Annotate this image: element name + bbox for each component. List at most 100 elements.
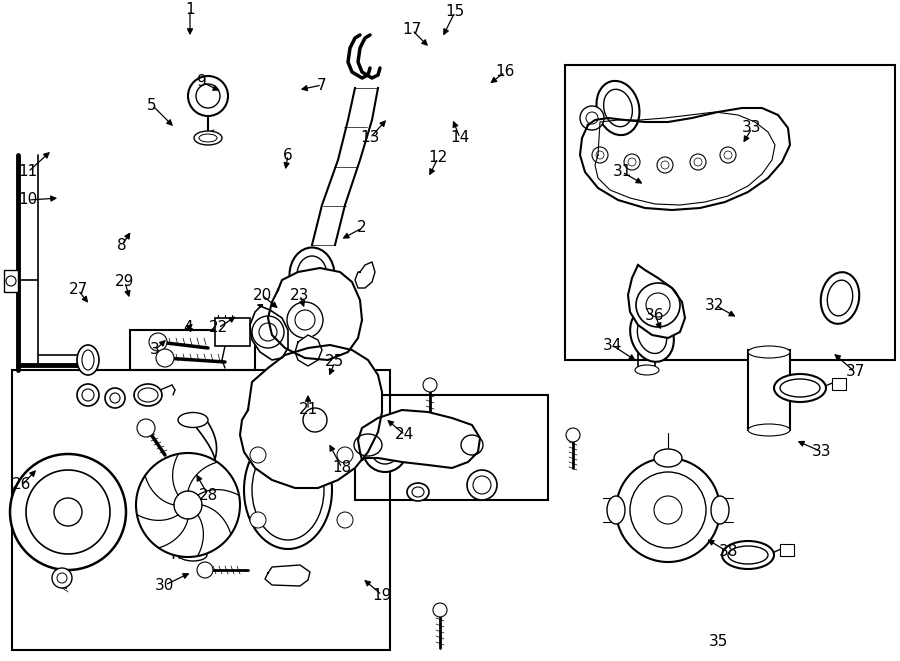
Ellipse shape bbox=[630, 308, 674, 362]
Bar bbox=[4, 270, 18, 292]
Text: 2: 2 bbox=[357, 221, 367, 235]
Ellipse shape bbox=[748, 346, 790, 358]
Circle shape bbox=[156, 349, 174, 367]
Circle shape bbox=[720, 147, 736, 163]
Circle shape bbox=[636, 283, 680, 327]
Circle shape bbox=[661, 161, 669, 169]
Circle shape bbox=[196, 84, 220, 108]
Polygon shape bbox=[268, 268, 362, 360]
Circle shape bbox=[54, 498, 82, 526]
Bar bbox=[832, 378, 846, 390]
Ellipse shape bbox=[722, 541, 774, 569]
Circle shape bbox=[596, 151, 604, 159]
Ellipse shape bbox=[134, 384, 162, 406]
Ellipse shape bbox=[728, 546, 768, 564]
Text: 20: 20 bbox=[252, 288, 272, 303]
Ellipse shape bbox=[780, 379, 820, 397]
Circle shape bbox=[57, 573, 67, 583]
Ellipse shape bbox=[297, 256, 327, 294]
Text: 38: 38 bbox=[718, 545, 738, 559]
Ellipse shape bbox=[607, 496, 625, 524]
Ellipse shape bbox=[637, 317, 667, 354]
Circle shape bbox=[188, 76, 228, 116]
Polygon shape bbox=[348, 35, 380, 78]
Text: 10: 10 bbox=[18, 192, 38, 208]
Text: 8: 8 bbox=[117, 237, 127, 253]
Ellipse shape bbox=[77, 384, 99, 406]
Text: 12: 12 bbox=[428, 151, 447, 165]
Ellipse shape bbox=[748, 424, 790, 436]
Bar bbox=[215, 318, 250, 346]
Ellipse shape bbox=[412, 487, 424, 497]
Circle shape bbox=[136, 453, 240, 557]
Ellipse shape bbox=[105, 388, 125, 408]
Text: 1: 1 bbox=[185, 3, 194, 17]
Ellipse shape bbox=[774, 374, 826, 402]
Circle shape bbox=[197, 562, 213, 578]
Circle shape bbox=[26, 470, 110, 554]
Ellipse shape bbox=[199, 134, 217, 142]
Text: 30: 30 bbox=[156, 578, 175, 592]
Polygon shape bbox=[312, 88, 378, 245]
Text: 36: 36 bbox=[645, 307, 665, 323]
Bar bbox=[130, 330, 255, 370]
Circle shape bbox=[52, 568, 72, 588]
Text: 22: 22 bbox=[209, 321, 228, 336]
Circle shape bbox=[624, 154, 640, 170]
Ellipse shape bbox=[138, 388, 158, 402]
Circle shape bbox=[580, 106, 604, 130]
Circle shape bbox=[326, 374, 338, 386]
Polygon shape bbox=[240, 345, 382, 488]
Ellipse shape bbox=[82, 389, 94, 401]
Circle shape bbox=[295, 310, 315, 330]
Text: 37: 37 bbox=[845, 364, 865, 379]
Ellipse shape bbox=[407, 483, 429, 501]
Circle shape bbox=[250, 512, 266, 528]
Text: 32: 32 bbox=[706, 297, 724, 313]
Text: 35: 35 bbox=[708, 635, 728, 650]
Text: 21: 21 bbox=[299, 403, 318, 418]
Ellipse shape bbox=[290, 247, 335, 303]
Text: 27: 27 bbox=[68, 282, 87, 297]
Text: 9: 9 bbox=[197, 75, 207, 89]
Circle shape bbox=[616, 458, 720, 562]
Text: 28: 28 bbox=[198, 488, 218, 502]
Text: 25: 25 bbox=[326, 354, 345, 369]
Text: 18: 18 bbox=[332, 461, 352, 475]
Bar bbox=[748, 350, 790, 430]
Ellipse shape bbox=[354, 434, 382, 456]
Circle shape bbox=[252, 316, 284, 348]
Text: 4: 4 bbox=[184, 321, 193, 336]
Bar bbox=[355, 395, 548, 500]
Circle shape bbox=[724, 151, 732, 159]
Circle shape bbox=[467, 470, 497, 500]
Circle shape bbox=[694, 158, 702, 166]
Text: 33: 33 bbox=[742, 120, 761, 136]
Circle shape bbox=[250, 447, 266, 463]
Circle shape bbox=[6, 276, 16, 286]
Polygon shape bbox=[295, 335, 322, 366]
Ellipse shape bbox=[194, 131, 222, 145]
Polygon shape bbox=[355, 262, 375, 288]
Ellipse shape bbox=[711, 496, 729, 524]
Circle shape bbox=[646, 293, 670, 317]
Ellipse shape bbox=[604, 89, 633, 127]
Circle shape bbox=[592, 147, 608, 163]
Circle shape bbox=[657, 157, 673, 173]
Circle shape bbox=[690, 154, 706, 170]
Ellipse shape bbox=[827, 280, 852, 316]
Text: 34: 34 bbox=[602, 338, 622, 352]
Circle shape bbox=[10, 454, 126, 570]
Text: 33: 33 bbox=[813, 444, 832, 459]
Ellipse shape bbox=[179, 549, 207, 561]
Circle shape bbox=[287, 302, 323, 338]
Bar bbox=[565, 65, 895, 360]
Circle shape bbox=[628, 158, 636, 166]
Circle shape bbox=[423, 378, 437, 392]
Text: 26: 26 bbox=[13, 477, 32, 492]
Polygon shape bbox=[580, 108, 790, 210]
Text: 5: 5 bbox=[148, 98, 157, 112]
Ellipse shape bbox=[635, 365, 659, 375]
Text: 15: 15 bbox=[446, 5, 464, 20]
Circle shape bbox=[174, 491, 202, 519]
